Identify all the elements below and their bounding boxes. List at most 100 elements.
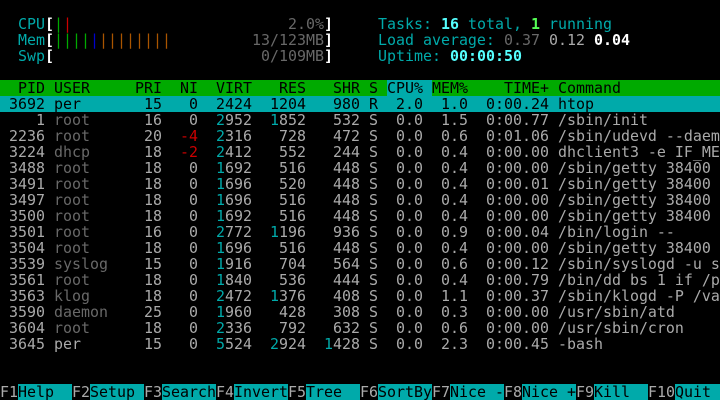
process-command: /sbin/init (558, 111, 648, 129)
process-ni: 0 (189, 271, 198, 289)
fkey-kill-button[interactable]: Kill (594, 384, 648, 400)
process-res-value: 1204 (270, 95, 306, 113)
process-row[interactable]: 3491 root 18 0 1696 520 448 S 0.0 0.4 0:00.01/sbin… (0, 176, 720, 192)
process-row[interactable]: 3604 root 18 0 2336 792 632 S 0.0 0.6 0:00.00/usr/… (0, 320, 720, 336)
fkey-sortby-button[interactable]: SortBy (378, 383, 432, 400)
process-mem: 0.9 (441, 223, 468, 241)
process-row[interactable]: 2236 root 20 -4 2316 728 472 S 0.0 0.6 0:01.06/sbi… (0, 128, 720, 144)
process-mem: 0.3 (441, 303, 468, 321)
process-pid: 2236 (9, 127, 45, 145)
process-time: 0:00.00 (486, 303, 549, 321)
column-header-pri[interactable]: PRI (135, 79, 162, 97)
column-header-command[interactable]: Command (558, 79, 621, 97)
process-time: 0:00.01 (486, 175, 549, 193)
column-header-mem[interactable]: MEM% (432, 79, 468, 97)
process-time: 0:00.00 (486, 159, 549, 177)
process-user: root (54, 127, 90, 145)
process-shr: 308 (333, 303, 360, 321)
process-row[interactable]: 3488 root 18 0 1692 516 448 S 0.0 0.4 0:00.00/sbin… (0, 160, 720, 176)
mem-meter-bar: | (99, 31, 108, 49)
process-virt: 2412 (207, 144, 252, 160)
process-res: 1852 (261, 112, 306, 128)
process-time: 0:00.00 (486, 239, 549, 257)
process-res: 516 (279, 207, 306, 225)
process-virt-value: 1960 (216, 303, 252, 321)
process-ni: 0 (189, 175, 198, 193)
process-row[interactable]: 3561 root 18 0 1840 536 444 S 0.0 0.4 0:00.79/bin/… (0, 272, 720, 288)
cpu-meter-bar: | (63, 15, 72, 33)
process-pri: 18 (144, 239, 162, 257)
column-header-virt[interactable]: VIRT (216, 79, 252, 97)
column-header-res[interactable]: RES (279, 79, 306, 97)
fkey-nice-button[interactable]: Nice + (522, 383, 576, 400)
process-pid: 3500 (9, 207, 45, 225)
process-s: S (369, 159, 378, 177)
process-mem: 0.4 (441, 143, 468, 161)
column-header-shr[interactable]: SHR (333, 79, 360, 97)
mem-meter-bar: | (63, 31, 72, 49)
process-s: S (369, 175, 378, 193)
mem-meter: Mem[| | | | | | | | | | | | | 13/123MB] (0, 32, 720, 48)
process-mem: 0.4 (441, 191, 468, 209)
process-time: 0:00.04 (486, 223, 549, 241)
column-header-time[interactable]: TIME+ (504, 79, 549, 97)
fkey-nice-button[interactable]: Nice - (450, 383, 504, 400)
process-pid: 3692 (9, 95, 45, 113)
process-row[interactable]: 3501 root 16 0 2772 1196 936 S 0.0 0.9 0:00.04/bin… (0, 224, 720, 240)
process-user: root (54, 271, 90, 289)
swp-meter: Swp[0/109MB] (0, 48, 720, 64)
process-row[interactable]: 3504 root 18 0 1696 516 448 S 0.0 0.4 0:00.00/sbin… (0, 240, 720, 256)
process-row[interactable]: 3563 klog 18 0 2472 1376 408 S 0.0 1.1 0:00.37/sbi… (0, 288, 720, 304)
process-row[interactable]: 3692 per 15 0 2424 1204 980 R 2.0 1.0 0:00.24 htop (0, 96, 720, 112)
process-shr: 936 (333, 223, 360, 241)
process-pid: 3563 (9, 287, 45, 305)
column-header-ni[interactable]: NI (180, 79, 198, 97)
process-user: root (54, 191, 90, 209)
process-ni: -2 (180, 143, 198, 161)
column-header-s[interactable]: S (369, 79, 378, 97)
fkey-invert-button[interactable]: Invert (234, 383, 288, 400)
fkey-quit-button[interactable]: Quit (675, 384, 720, 400)
process-res: 1376 (261, 288, 306, 304)
mem-meter-bar: | (117, 31, 126, 49)
process-ni: 0 (189, 255, 198, 273)
process-row[interactable]: 3500 root 18 0 1692 516 448 S 0.0 0.4 0:00.00/sbin… (0, 208, 720, 224)
fkey-search-button[interactable]: Search (162, 383, 216, 400)
process-pri: 18 (144, 191, 162, 209)
fkey-help-button[interactable]: Help (18, 384, 72, 400)
process-row[interactable]: 3224 dhcp 18 -2 2412 552 244 S 0.0 0.4 0:00.00 dhcl… (0, 144, 720, 160)
process-cpu: 0.0 (396, 303, 423, 321)
fkey-tree-button[interactable]: Tree (306, 384, 360, 400)
process-ni: 0 (189, 111, 198, 129)
process-time: 0:00.77 (486, 111, 549, 129)
process-virt: 1696 (207, 192, 252, 208)
process-row[interactable]: 1 root 16 0 2952 1852 532 S 0.0 1.5 0:00.77/sbin/i… (0, 112, 720, 128)
process-cpu: 2.0 (396, 95, 423, 113)
swp-meter-label: Swp (18, 47, 45, 65)
process-time: 0:00.00 (486, 207, 549, 225)
process-mem: 0.4 (441, 239, 468, 257)
process-res: 428 (279, 303, 306, 321)
meter-bracket-close: ] (324, 15, 333, 33)
column-header-user[interactable]: USER (54, 79, 90, 97)
process-row[interactable]: 3645 per 15 0 5524 2924 1428 S 0.0 2.3 0:00.45 -bas… (0, 336, 720, 352)
process-virt: 2316 (207, 128, 252, 144)
fkey-setup-button[interactable]: Setup (90, 384, 144, 400)
column-header-pid[interactable]: PID (18, 79, 45, 97)
column-header-cpu[interactable]: CPU% (387, 80, 432, 96)
process-virt-value: 2424 (216, 95, 252, 113)
process-cpu: 0.0 (396, 207, 423, 225)
process-pid: 3497 (9, 191, 45, 209)
process-pid: 3224 (9, 143, 45, 161)
process-s: S (369, 303, 378, 321)
process-table-header: PID USER PRI NI VIRT RES SHR S CPU% MEM% TIME+ Comm… (0, 80, 720, 96)
process-s: S (369, 207, 378, 225)
process-s: S (369, 111, 378, 129)
process-row[interactable]: 3590 daemon 25 0 1960 428 308 S 0.0 0.3 0:00.00/us… (0, 304, 720, 320)
process-row[interactable]: 3497 root 18 0 1696 516 448 S 0.0 0.4 0:00.00/sbin… (0, 192, 720, 208)
process-row[interactable]: 3539 syslog 15 0 1916 704 564 S 0.0 0.6 0:00.12/sb… (0, 256, 720, 272)
process-command: /sbin/getty 38400 (558, 175, 711, 193)
process-virt: 2336 (207, 320, 252, 336)
fkey-f9: F9 (576, 383, 594, 400)
process-mem: 0.4 (441, 175, 468, 193)
